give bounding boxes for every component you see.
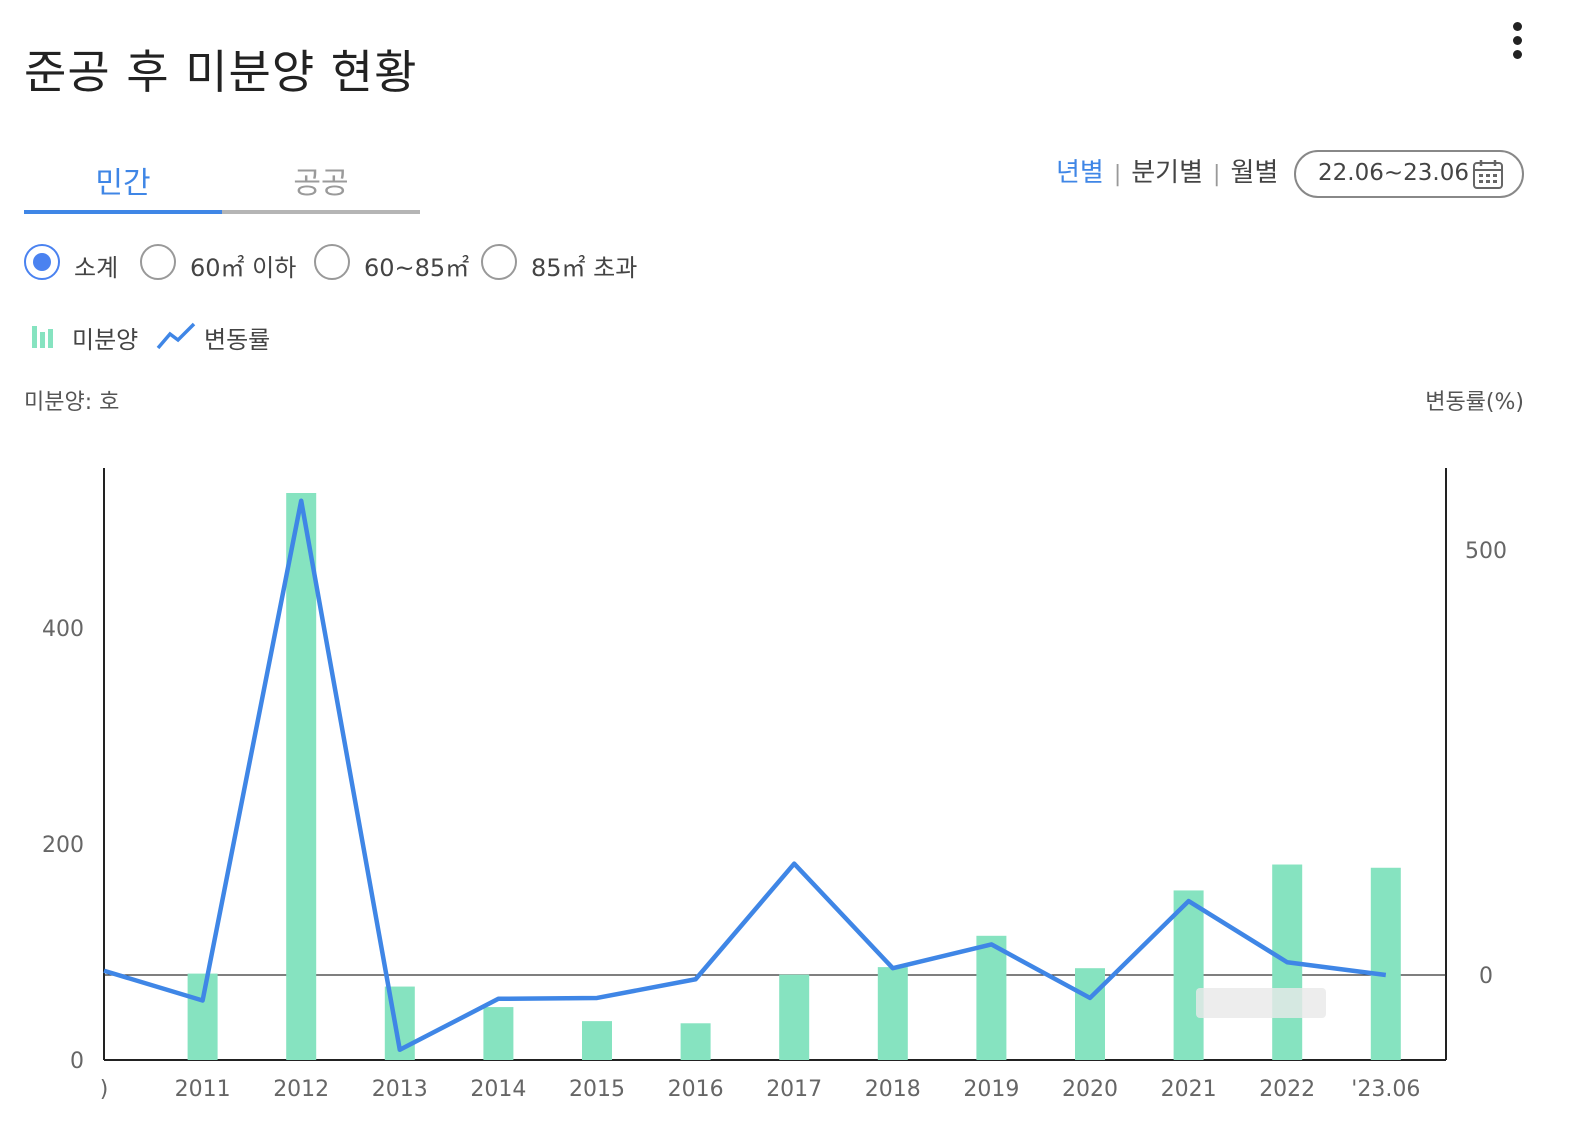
date-range-picker[interactable]: 22.06~23.06 <box>1294 150 1524 198</box>
tab-private[interactable]: 민간 <box>24 158 222 214</box>
y-right-tick-label: 500 <box>1465 539 1507 564</box>
bar-2015 <box>582 1021 612 1060</box>
y-left-tick-label: 0 <box>70 1049 84 1074</box>
bar-'23.06 <box>1370 867 1401 1060</box>
period-monthly[interactable]: 월별 <box>1230 158 1279 188</box>
bar-2017 <box>779 974 810 1060</box>
radio-icon <box>314 244 350 280</box>
y-left-tick-label: 200 <box>42 833 84 858</box>
page-title: 준공 후 미분양 현황 <box>24 45 418 99</box>
x-tick-label: 2011 <box>175 1077 231 1102</box>
x-tick-label: 2020 <box>1062 1077 1118 1102</box>
bar-2019 <box>976 935 1007 1060</box>
calendar-icon <box>1473 160 1503 189</box>
radio-icon <box>140 244 176 280</box>
bar-2018 <box>877 967 908 1060</box>
legend-bar-label: 미분양 <box>72 326 139 354</box>
bar-2011 <box>187 973 218 1060</box>
y-left-tick-label: 400 <box>42 617 84 642</box>
filter-label: 60㎡ 이하 <box>190 254 297 282</box>
bar-2016 <box>680 1023 711 1060</box>
x-tick-label: 2012 <box>273 1077 329 1102</box>
more-options-icon[interactable] <box>1500 20 1536 62</box>
bar-chart-icon <box>32 326 53 348</box>
period-quarterly[interactable]: 분기별 <box>1131 158 1204 188</box>
radio-selected-icon <box>24 244 60 280</box>
watermark-logo <box>1196 988 1326 1018</box>
x-tick-label: 2021 <box>1161 1077 1217 1102</box>
right-axis-unit: 변동률(%) <box>1425 390 1524 415</box>
bar-2012 <box>286 493 317 1060</box>
x-tick-label: '23.06 <box>1351 1077 1420 1102</box>
filter-label: 소계 <box>74 254 119 282</box>
x-tick-label: 2018 <box>865 1077 921 1102</box>
line-chart-icon <box>156 322 196 350</box>
bar-2020 <box>1075 968 1105 1060</box>
combo-chart: ) 2011 2012 2013 2014 2015 2016 2017 2018 2019 202… <box>42 468 1507 1102</box>
left-axis-unit: 미분양: 호 <box>24 390 120 415</box>
y-right-tick-label: 0 <box>1479 964 1493 989</box>
period-separator: | <box>1113 162 1122 187</box>
legend-line-label: 변동률 <box>204 326 271 354</box>
filter-label: 60~85㎡ <box>364 254 470 282</box>
filter-label: 85㎡ 초과 <box>531 254 638 282</box>
x-tick-label: 2015 <box>569 1077 625 1102</box>
period-selector: 년별 | 분기별 | 월별 <box>1056 152 1278 189</box>
bar-2014 <box>483 1007 514 1060</box>
x-tick-label: ) <box>100 1077 109 1102</box>
x-tick-label: 2013 <box>372 1077 428 1102</box>
radio-icon <box>481 244 517 280</box>
tab-public[interactable]: 공공 <box>222 158 420 214</box>
x-tick-label: 2017 <box>766 1077 822 1102</box>
x-tick-label: 2022 <box>1259 1077 1315 1102</box>
period-separator: | <box>1213 162 1221 187</box>
x-tick-label: 2016 <box>668 1077 724 1102</box>
x-tick-label: 2014 <box>470 1077 526 1102</box>
x-tick-label: 2019 <box>963 1077 1019 1102</box>
period-yearly[interactable]: 년별 <box>1056 158 1104 188</box>
date-range-value: 22.06~23.06 <box>1318 160 1469 186</box>
change-rate-line <box>103 498 1387 1053</box>
bar-2021 <box>1173 890 1204 1060</box>
